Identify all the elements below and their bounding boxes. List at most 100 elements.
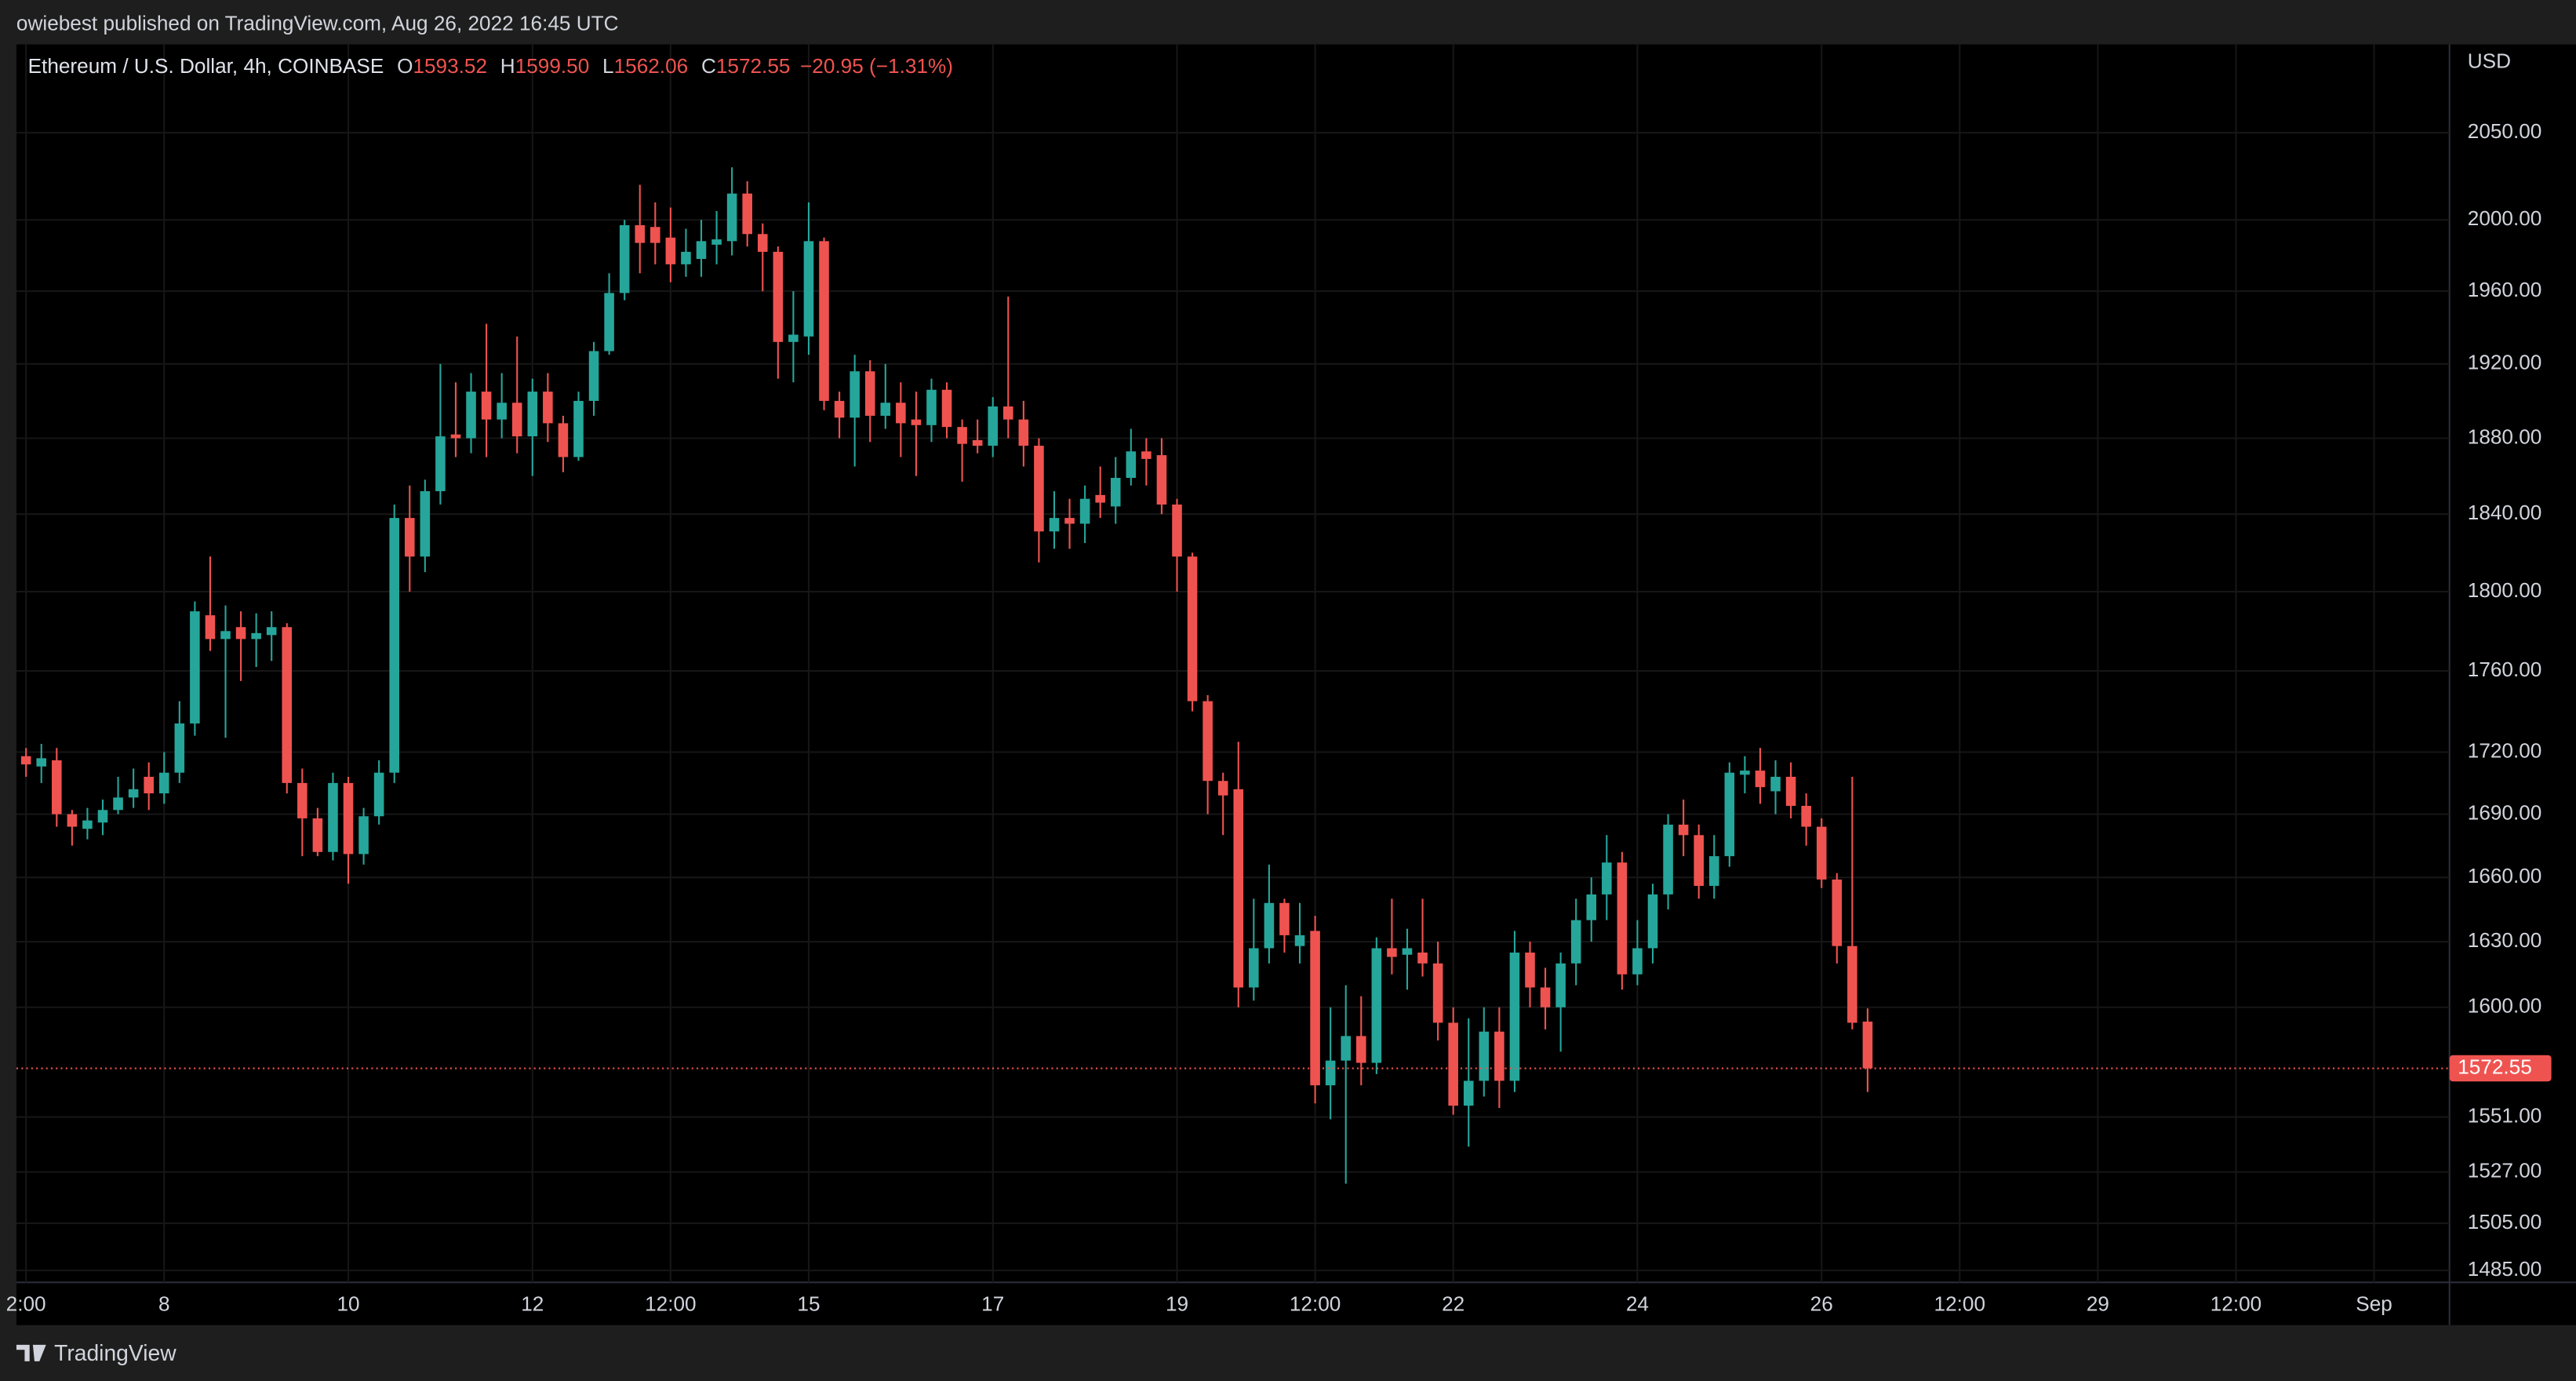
legend-symbol: Ethereum / U.S. Dollar, 4h, COINBASE — [28, 54, 384, 78]
candle-body — [497, 403, 507, 420]
candle-body — [82, 820, 93, 829]
candle-body — [911, 419, 922, 425]
candle-body — [788, 334, 799, 342]
candle-body — [67, 814, 78, 827]
candle-body — [1617, 862, 1628, 975]
candle-body — [1463, 1080, 1474, 1106]
candle-body — [819, 241, 829, 401]
candle-body — [1724, 772, 1735, 857]
candle-body — [896, 403, 906, 424]
candle-body — [573, 400, 584, 457]
y-tick-label: 1760.00 — [2468, 658, 2542, 681]
candle-body — [1847, 946, 1857, 1023]
candle-body — [158, 772, 169, 794]
candle-body — [957, 427, 967, 444]
overlay: 2050.00 2000.00 1960.00 1920.00 1880.00 1840.… — [6, 119, 2552, 1316]
candle-body — [1432, 963, 1443, 1023]
candle-body — [864, 371, 875, 416]
candle-body — [650, 227, 660, 243]
candle-body — [1325, 1060, 1336, 1086]
candle-body — [358, 816, 369, 854]
candle-body — [128, 789, 139, 798]
candle-body — [312, 818, 323, 852]
y-tick-label: 1485.00 — [2468, 1257, 2542, 1281]
last-price-tag — [2449, 1055, 2552, 1082]
candle-body — [803, 241, 814, 337]
legend-field-label: C — [701, 54, 716, 78]
candle-body — [1694, 835, 1704, 887]
candle-body — [1095, 494, 1105, 503]
candle-body — [1509, 952, 1520, 1081]
candle-body — [1663, 824, 1673, 895]
legend-field-value: 1562.06 — [614, 54, 689, 78]
y-tick-label: 1630.00 — [2468, 928, 2542, 952]
candle-body — [1079, 498, 1090, 524]
candle-body — [1816, 826, 1827, 880]
y-tick-label: 1551.00 — [2468, 1103, 2542, 1127]
candle-body — [1862, 1021, 1873, 1069]
candle-body — [1202, 701, 1213, 782]
candle-body — [543, 392, 553, 424]
candle-body — [1310, 931, 1320, 1086]
candle-body — [972, 439, 983, 446]
candle-body — [926, 389, 937, 425]
legend-field-value: 1599.50 — [515, 54, 590, 78]
y-tick-label: 1600.00 — [2468, 994, 2542, 1018]
candle-body — [1156, 455, 1167, 505]
candle-body — [235, 627, 246, 639]
x-tick-label: 12:00 — [645, 1292, 696, 1316]
candle-body — [1801, 805, 1811, 827]
y-tick-label: 2050.00 — [2468, 119, 2542, 143]
logo-icon — [16, 1344, 46, 1361]
candle-body — [850, 371, 860, 418]
candle-body — [97, 810, 108, 823]
candle-body — [1479, 1031, 1490, 1081]
candle-body — [558, 423, 569, 457]
candle-body — [1785, 776, 1796, 806]
candle-body — [665, 237, 676, 264]
candle-body — [635, 225, 646, 243]
candle-body — [1294, 935, 1305, 946]
candle-body — [389, 518, 400, 773]
candle-body — [1417, 952, 1428, 964]
candle-body — [1387, 948, 1397, 957]
candle-body — [1678, 824, 1689, 836]
y-tick-label: 1720.00 — [2468, 738, 2542, 762]
x-tick-label: 26 — [1810, 1292, 1833, 1316]
candle-body — [1233, 789, 1244, 988]
candle-body — [1602, 862, 1612, 895]
x-tick-label: 12:00 — [1290, 1292, 1341, 1316]
x-tick-label: 10 — [337, 1292, 359, 1316]
candle-body — [435, 436, 446, 491]
candle-body — [174, 723, 185, 773]
x-tick-label: 2:00 — [6, 1292, 46, 1316]
candle-body — [373, 772, 384, 817]
candle-body — [52, 760, 62, 814]
candle-body — [941, 389, 952, 428]
x-tick-label: 12 — [521, 1292, 544, 1316]
candle-body — [1540, 987, 1551, 1008]
x-tick-label: 19 — [1166, 1292, 1188, 1316]
legend: Ethereum / U.S. Dollar, 4h, COINBASE O159… — [28, 54, 953, 78]
candle-body — [1217, 781, 1228, 796]
candle-body — [1049, 518, 1060, 532]
legend-field-value: 1593.52 — [413, 54, 487, 78]
candle-body — [481, 392, 492, 420]
candle-body — [343, 782, 354, 854]
candle-body — [773, 251, 784, 342]
candle-body — [1126, 451, 1137, 479]
x-tick-label: Sep — [2356, 1292, 2392, 1316]
candle-body — [711, 239, 722, 245]
legend-field-value: 1572.55 — [716, 54, 791, 78]
candle-body — [742, 193, 752, 235]
candle-body — [1740, 771, 1750, 775]
candle-body — [1555, 963, 1566, 1008]
candle-body — [1341, 1036, 1352, 1061]
y-tick-label: 1800.00 — [2468, 578, 2542, 602]
candle-body — [328, 782, 338, 852]
x-tick-label: 24 — [1626, 1292, 1649, 1316]
candle-body — [1586, 894, 1597, 920]
x-tick-label: 12:00 — [2210, 1292, 2261, 1316]
candle-body — [405, 518, 415, 557]
